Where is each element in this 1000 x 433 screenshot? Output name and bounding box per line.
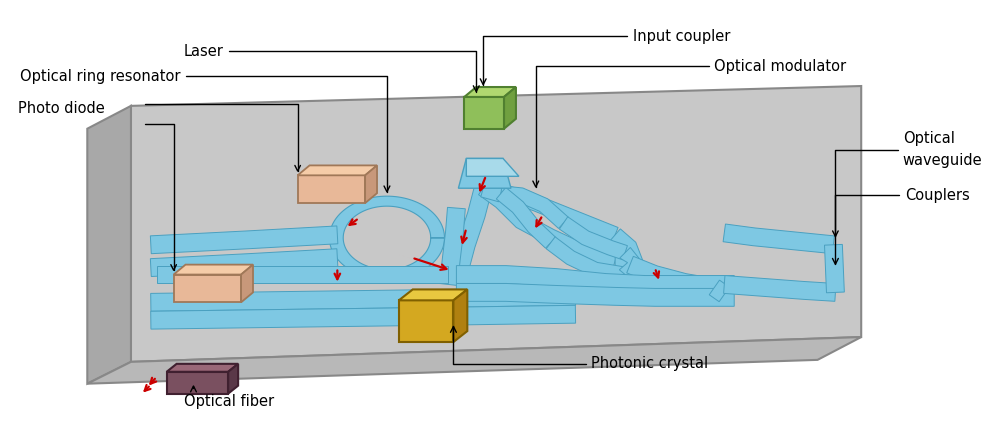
Polygon shape	[131, 86, 861, 362]
Polygon shape	[546, 237, 626, 282]
Polygon shape	[464, 87, 516, 97]
Polygon shape	[298, 165, 377, 175]
Polygon shape	[399, 289, 467, 301]
Polygon shape	[559, 217, 627, 260]
Polygon shape	[456, 284, 734, 306]
Polygon shape	[150, 226, 338, 254]
Polygon shape	[627, 256, 716, 296]
Polygon shape	[150, 249, 338, 277]
Polygon shape	[329, 196, 444, 279]
Polygon shape	[458, 158, 511, 188]
Text: Photo diode: Photo diode	[18, 101, 105, 116]
Polygon shape	[167, 364, 238, 372]
Text: Couplers: Couplers	[832, 187, 970, 264]
Polygon shape	[151, 305, 576, 329]
Polygon shape	[479, 182, 617, 268]
Polygon shape	[174, 275, 241, 302]
Polygon shape	[825, 244, 844, 293]
Polygon shape	[228, 364, 238, 394]
Polygon shape	[87, 337, 861, 384]
Polygon shape	[453, 289, 467, 342]
Text: Optical ring resonator: Optical ring resonator	[20, 68, 390, 192]
Polygon shape	[157, 265, 448, 284]
Polygon shape	[496, 187, 556, 248]
Polygon shape	[610, 229, 645, 268]
Polygon shape	[87, 106, 131, 384]
Polygon shape	[464, 97, 504, 129]
Polygon shape	[466, 158, 519, 176]
Polygon shape	[241, 265, 253, 302]
Text: Optical modulator: Optical modulator	[533, 59, 846, 187]
Text: Input coupler: Input coupler	[480, 29, 730, 85]
Text: Optical: Optical	[903, 131, 955, 146]
Polygon shape	[456, 265, 734, 294]
Polygon shape	[167, 372, 228, 394]
Polygon shape	[481, 180, 503, 202]
Text: Laser: Laser	[184, 44, 479, 92]
Polygon shape	[399, 301, 453, 342]
Polygon shape	[619, 247, 642, 279]
Polygon shape	[151, 288, 576, 311]
Polygon shape	[709, 280, 729, 302]
Text: Photonic crystal: Photonic crystal	[451, 326, 708, 372]
Polygon shape	[298, 175, 365, 203]
Polygon shape	[482, 181, 618, 242]
Polygon shape	[440, 207, 465, 285]
Text: waveguide: waveguide	[903, 153, 983, 168]
Polygon shape	[365, 165, 377, 203]
Polygon shape	[174, 265, 253, 275]
Polygon shape	[724, 275, 836, 301]
Polygon shape	[504, 87, 516, 129]
Polygon shape	[723, 224, 834, 254]
Polygon shape	[450, 186, 492, 277]
Polygon shape	[500, 186, 569, 229]
Text: Optical fiber: Optical fiber	[184, 386, 274, 409]
